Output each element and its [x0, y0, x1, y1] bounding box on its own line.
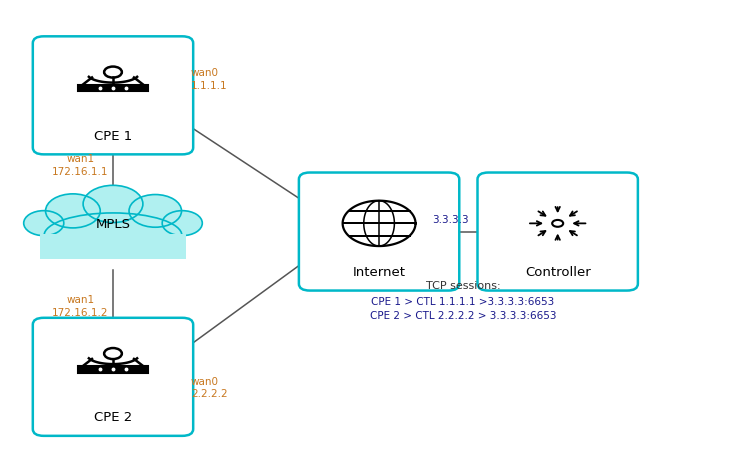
Ellipse shape [162, 211, 203, 236]
FancyBboxPatch shape [78, 366, 148, 373]
Text: Controller: Controller [525, 266, 590, 279]
Text: Internet: Internet [353, 266, 405, 279]
Text: wan1
172.16.1.2: wan1 172.16.1.2 [52, 296, 109, 318]
FancyBboxPatch shape [78, 85, 148, 91]
Ellipse shape [23, 211, 63, 236]
Ellipse shape [44, 213, 182, 258]
Text: wan0
2.2.2.2: wan0 2.2.2.2 [191, 377, 227, 400]
FancyBboxPatch shape [477, 173, 638, 291]
Text: CPE 2 > CTL 2.2.2.2 > 3.3.3.3:6653: CPE 2 > CTL 2.2.2.2 > 3.3.3.3:6653 [370, 311, 556, 321]
Ellipse shape [45, 194, 101, 228]
Text: wan1
172.16.1.1: wan1 172.16.1.1 [52, 154, 109, 177]
FancyBboxPatch shape [299, 173, 459, 291]
Text: TCP sessions:: TCP sessions: [426, 281, 500, 291]
Ellipse shape [129, 194, 182, 227]
Text: CPE 1 > CTL 1.1.1.1 >3.3.3.3:6653: CPE 1 > CTL 1.1.1.1 >3.3.3.3:6653 [371, 297, 555, 307]
Text: 3.3.3.3: 3.3.3.3 [432, 215, 469, 225]
Bar [40, 234, 186, 259]
FancyBboxPatch shape [33, 318, 193, 436]
Circle shape [104, 67, 122, 78]
Text: CPE 1: CPE 1 [94, 130, 132, 143]
Text: wan0
1.1.1.1: wan0 1.1.1.1 [191, 68, 227, 91]
Circle shape [552, 220, 564, 227]
Text: MPLS: MPLS [95, 218, 130, 231]
Ellipse shape [83, 185, 143, 222]
FancyBboxPatch shape [33, 36, 193, 154]
Circle shape [104, 348, 122, 359]
Text: CPE 2: CPE 2 [94, 411, 132, 424]
